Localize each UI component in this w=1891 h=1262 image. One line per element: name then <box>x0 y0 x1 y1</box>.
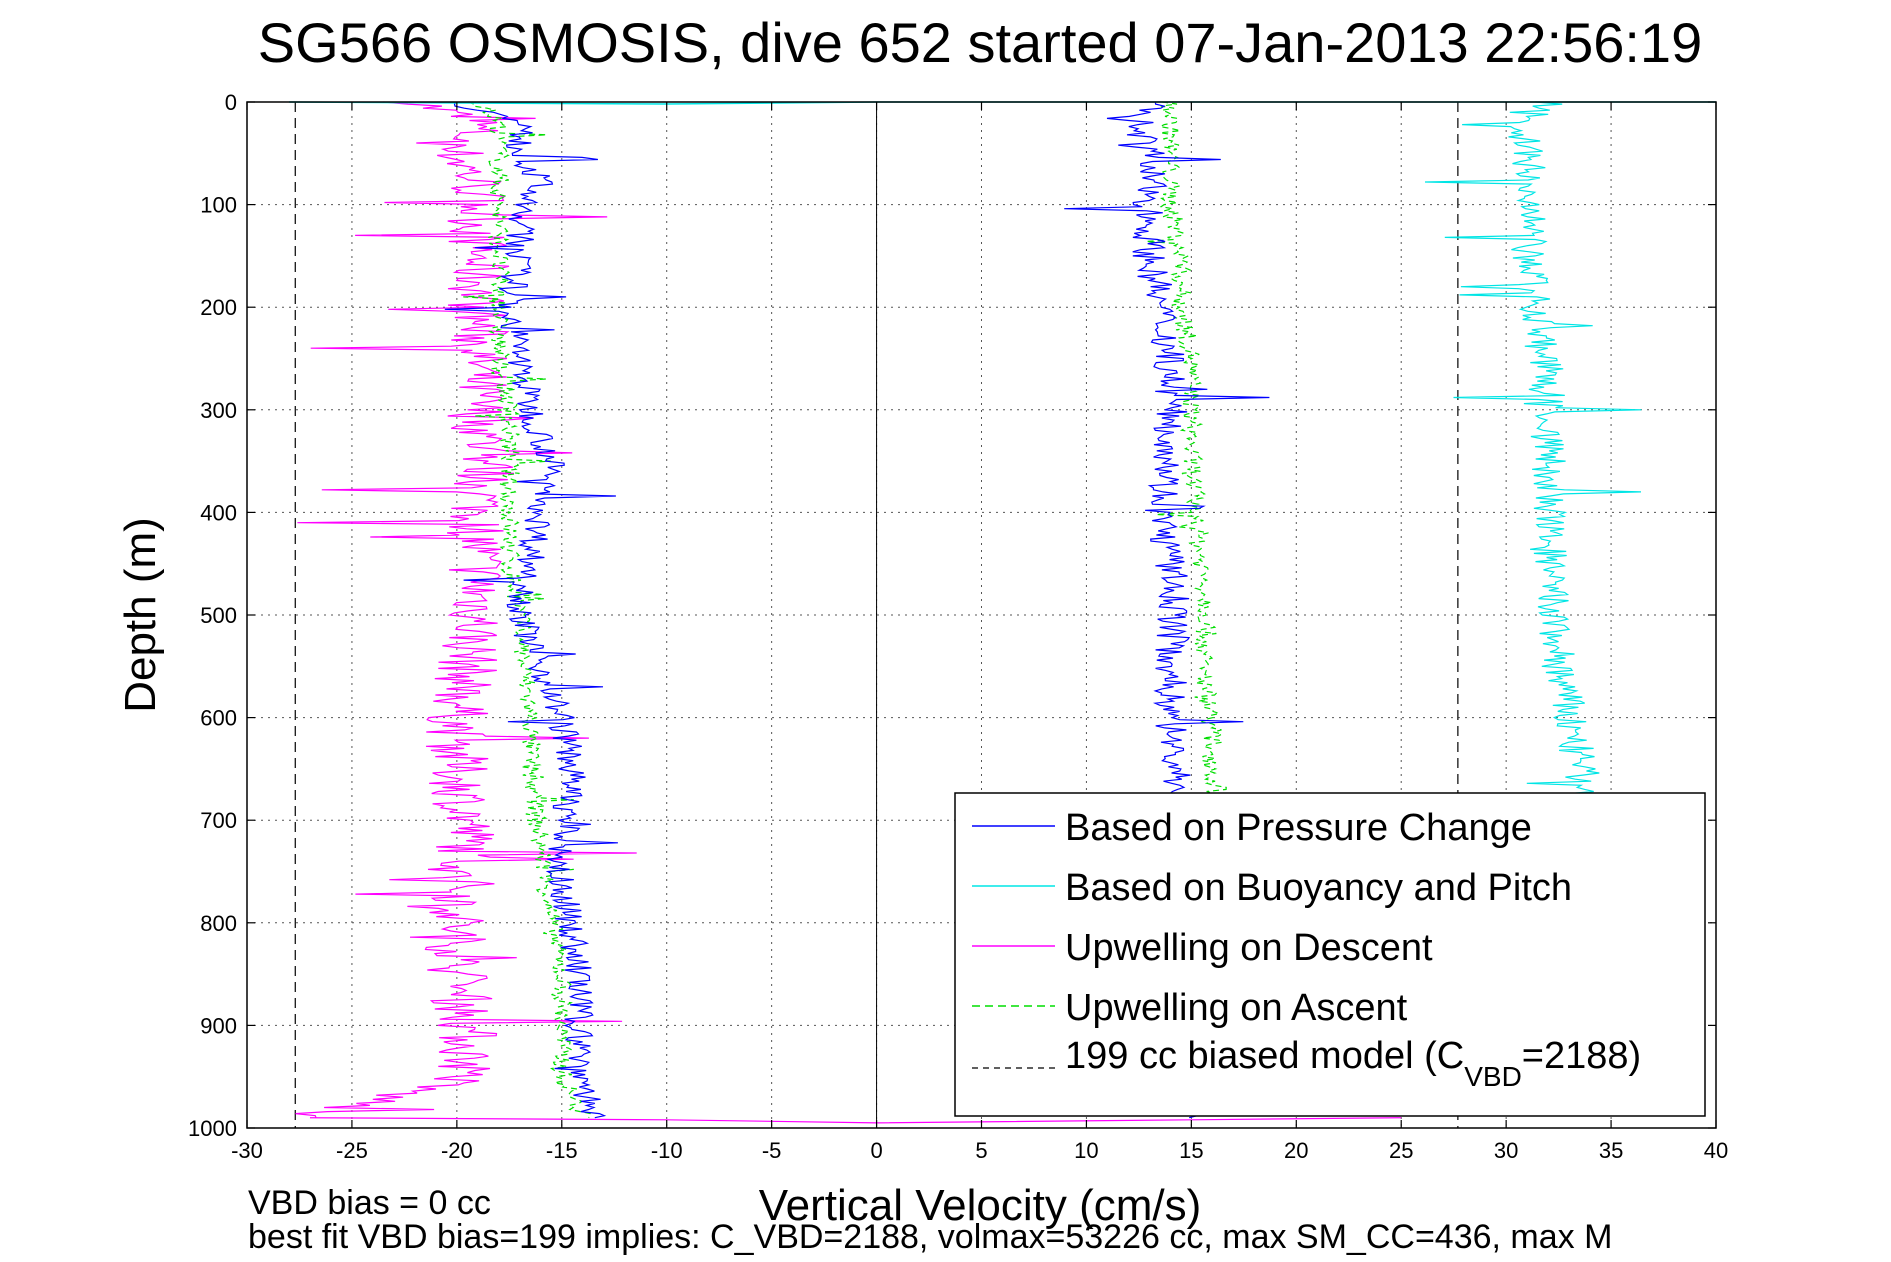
legend-label-buoyancy: Based on Buoyancy and Pitch <box>1065 867 1572 909</box>
x-tick-label: 10 <box>1074 1138 1098 1163</box>
x-tick-label: 30 <box>1494 1138 1518 1163</box>
x-tick-label: -30 <box>231 1138 263 1163</box>
x-tick-label: 25 <box>1389 1138 1413 1163</box>
y-tick-label: 700 <box>200 808 237 833</box>
series-pressure-descent <box>444 101 618 1119</box>
x-axis-label: Vertical Velocity (cm/s) <box>759 1181 1202 1230</box>
x-tick-label: -25 <box>336 1138 368 1163</box>
legend-label-model-sub: VBD <box>1464 1061 1522 1092</box>
footer-line-2: best fit VBD bias=199 implies: C_VBD=218… <box>248 1218 1612 1256</box>
x-tick-label: -20 <box>441 1138 473 1163</box>
x-tick-label: -5 <box>762 1138 782 1163</box>
legend-label-ascent: Upwelling on Ascent <box>1065 987 1408 1029</box>
x-tick-label: 20 <box>1284 1138 1308 1163</box>
legend-label-model-end: =2188) <box>1522 1035 1641 1077</box>
y-tick-label: 1000 <box>188 1116 237 1141</box>
series-upwelling-descent <box>295 101 637 1118</box>
legend: Based on Pressure Change Based on Buoyan… <box>954 792 1706 1117</box>
legend-label-pressure: Based on Pressure Change <box>1065 807 1532 849</box>
y-tick-label: 100 <box>200 193 237 218</box>
x-tick-label: 0 <box>870 1138 882 1163</box>
y-tick-label: 500 <box>200 603 237 628</box>
y-tick-label: 400 <box>200 500 237 525</box>
y-tick-label: 0 <box>225 90 237 115</box>
legend-label-descent: Upwelling on Descent <box>1065 927 1433 969</box>
y-tick-label: 900 <box>200 1013 237 1038</box>
x-tick-label: 35 <box>1599 1138 1623 1163</box>
footer-line-1: VBD bias = 0 cc <box>248 1184 491 1222</box>
chart-title: SG566 OSMOSIS, dive 652 started 07-Jan-2… <box>258 11 1702 74</box>
x-tick-label: -15 <box>546 1138 578 1163</box>
y-tick-label: 200 <box>200 295 237 320</box>
series-upwelling-ascent-ascent-leg <box>1146 101 1229 821</box>
x-tick-label: -10 <box>651 1138 683 1163</box>
series-upwelling-ascent-descent-leg <box>463 101 592 1119</box>
axis-ticks: -30 -25 -20 -15 -10 -5 0 5 10 15 20 25 30 35 400100200… <box>188 90 1728 1163</box>
y-tick-label: 800 <box>200 911 237 936</box>
x-tick-label: 5 <box>975 1138 987 1163</box>
series-buoyancy-pitch <box>1424 101 1642 801</box>
legend-label-model: 199 cc biased model (CVBD=2188) <box>1065 1035 1641 1092</box>
x-tick-label: 15 <box>1179 1138 1203 1163</box>
x-tick-label: 40 <box>1704 1138 1728 1163</box>
y-tick-label: 300 <box>200 398 237 423</box>
legend-label-model-main: 199 cc biased model (C <box>1065 1035 1464 1077</box>
legend-box <box>954 792 1706 1117</box>
y-axis-label: Depth (m) <box>116 517 165 713</box>
y-tick-label: 600 <box>200 706 237 731</box>
